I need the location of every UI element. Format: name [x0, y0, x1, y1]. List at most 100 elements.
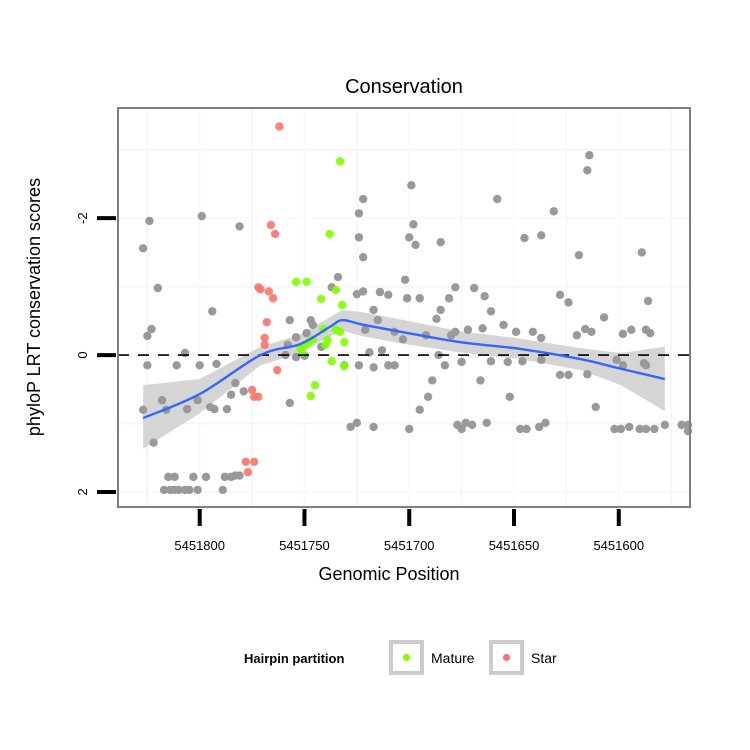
- point-other: [157, 396, 167, 405]
- point-star: [260, 333, 269, 343]
- point-mature: [331, 285, 341, 295]
- point-star: [273, 365, 282, 375]
- point-other: [352, 418, 362, 428]
- x-axis-label: Genomic Position: [318, 564, 459, 584]
- point-other: [182, 404, 192, 414]
- point-other: [222, 404, 232, 414]
- point-other: [218, 485, 227, 495]
- point-other: [358, 287, 368, 296]
- point-other: [390, 361, 399, 370]
- point-other: [637, 248, 647, 257]
- point-other: [574, 250, 584, 260]
- point-other: [505, 392, 515, 402]
- point-other: [641, 424, 651, 434]
- point-other: [482, 418, 491, 428]
- point-other: [185, 485, 194, 495]
- point-other: [564, 370, 573, 380]
- point-other: [180, 348, 190, 358]
- point-other: [660, 420, 670, 430]
- point-other: [220, 472, 230, 482]
- point-other: [478, 324, 487, 333]
- smooth-trend: [142, 318, 666, 420]
- point-other: [444, 294, 454, 303]
- point-star: [268, 294, 278, 303]
- point-other: [231, 378, 240, 388]
- axes: 2 0 -2 5451800 5451750 5451700 5451650 5451600: [75, 212, 644, 553]
- point-other: [138, 405, 148, 415]
- point-other: [480, 292, 489, 301]
- y-tick-label: -2: [75, 212, 90, 224]
- point-other: [138, 244, 148, 253]
- point-other: [405, 424, 414, 434]
- point-other: [415, 405, 424, 415]
- point-other: [520, 233, 529, 243]
- point-other: [143, 331, 152, 341]
- point-mature: [323, 335, 332, 345]
- point-other: [583, 166, 592, 175]
- point-other: [612, 355, 621, 365]
- point-mature: [310, 380, 320, 390]
- point-other: [440, 361, 450, 370]
- point-other: [149, 438, 158, 447]
- point-other: [537, 333, 546, 343]
- point-other: [572, 331, 582, 340]
- point-other: [409, 220, 418, 229]
- point-other: [302, 328, 311, 338]
- point-other: [436, 305, 445, 315]
- point-other: [384, 361, 393, 370]
- point-other: [143, 361, 152, 370]
- point-other: [235, 471, 244, 480]
- point-other: [407, 181, 416, 190]
- point-other: [402, 294, 412, 303]
- point-mature: [335, 157, 345, 166]
- point-other: [193, 485, 202, 495]
- point-other: [415, 294, 424, 303]
- point-other: [369, 422, 378, 432]
- point-other: [650, 424, 659, 434]
- legend-title: Hairpin partition: [244, 651, 344, 666]
- point-other: [476, 376, 485, 385]
- point-other: [528, 327, 538, 336]
- point-other: [625, 422, 634, 432]
- legend-dot-star: [502, 653, 511, 662]
- point-other: [537, 231, 546, 240]
- confidence-band: [143, 309, 665, 449]
- point-other: [358, 194, 368, 204]
- point-other: [384, 290, 393, 300]
- point-other: [373, 315, 383, 325]
- point-other: [522, 424, 531, 434]
- point-other: [534, 422, 544, 432]
- point-other: [164, 472, 173, 482]
- legend-label-star: Star: [531, 650, 557, 666]
- point-other: [467, 420, 477, 430]
- point-star: [247, 385, 257, 395]
- point-other: [285, 398, 295, 408]
- x-tick-label: 5451800: [174, 538, 225, 553]
- point-other: [486, 357, 496, 366]
- point-other: [641, 361, 651, 370]
- point-star: [241, 457, 251, 467]
- point-other: [627, 325, 636, 334]
- point-other: [457, 424, 466, 434]
- point-other: [436, 237, 445, 247]
- point-other: [361, 325, 370, 334]
- point-other: [369, 305, 378, 315]
- point-other: [469, 283, 479, 293]
- x-tick-label: 5451750: [279, 538, 330, 553]
- point-star: [260, 340, 269, 349]
- point-other: [226, 390, 236, 399]
- point-other: [147, 324, 156, 334]
- point-other: [677, 420, 686, 430]
- point-other: [333, 272, 343, 282]
- point-other: [369, 363, 378, 372]
- point-other: [354, 233, 364, 242]
- point-star: [264, 287, 274, 296]
- point-other: [503, 357, 512, 367]
- point-mature: [317, 294, 326, 304]
- point-star: [266, 220, 276, 230]
- point-other: [197, 211, 207, 221]
- y-tick-label: 0: [75, 351, 90, 358]
- point-other: [555, 370, 565, 380]
- point-other: [377, 346, 387, 355]
- point-other: [153, 283, 163, 293]
